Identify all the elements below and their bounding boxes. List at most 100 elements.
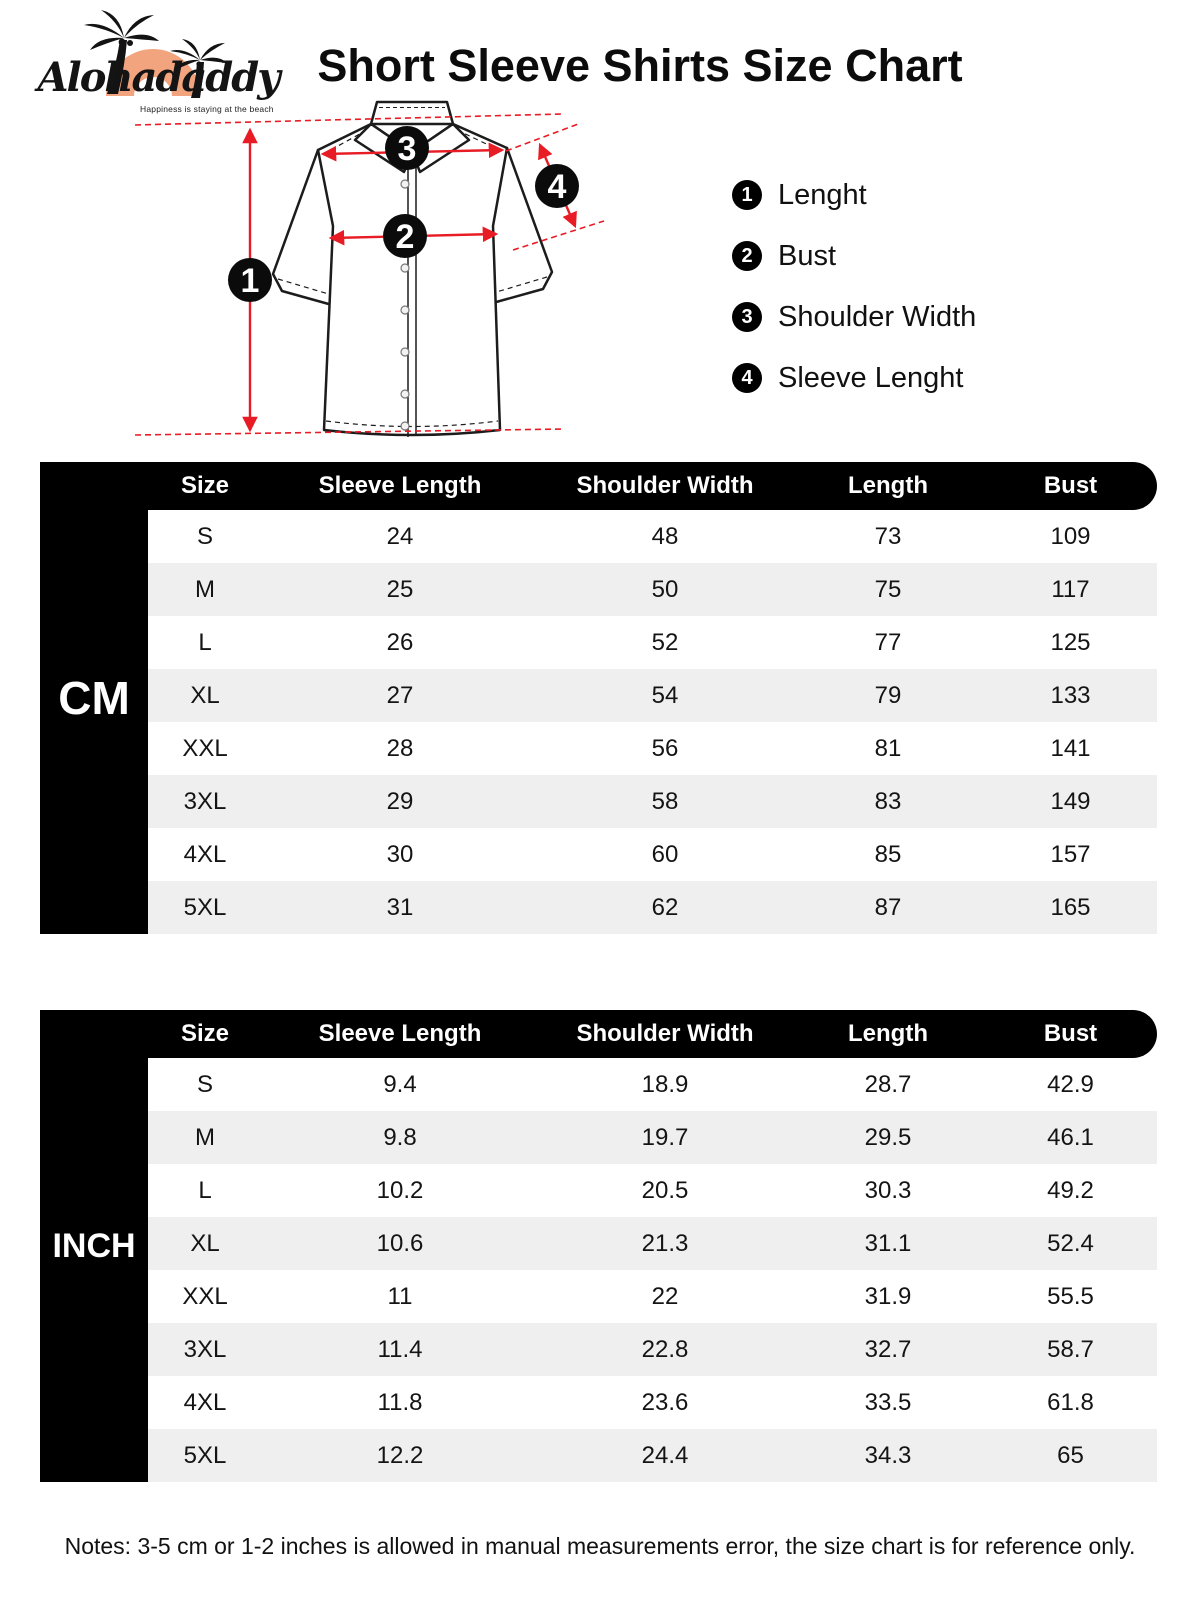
table-header-cm: Size Sleeve Length Shoulder Width Length… xyxy=(40,462,1157,510)
cell: 77 xyxy=(874,628,902,656)
cell: 48 xyxy=(651,522,679,550)
col-header-size: Size xyxy=(180,1020,230,1047)
cell: 30.3 xyxy=(864,1176,912,1204)
cell: 33.5 xyxy=(864,1388,912,1416)
legend-item-bust: 2 Bust xyxy=(732,239,976,272)
cell: 18.9 xyxy=(641,1070,689,1098)
marker-3-number: 3 xyxy=(398,130,417,168)
cell: M xyxy=(195,575,215,603)
cell: 60 xyxy=(651,840,679,868)
cell: M xyxy=(195,1123,215,1151)
legend-4-badge: 4 xyxy=(732,363,762,393)
measurement-lines xyxy=(134,113,605,436)
cell: 50 xyxy=(651,575,679,603)
legend-1-label: Lenght xyxy=(778,178,867,211)
cell: 75 xyxy=(874,575,902,603)
col-header-size: Size xyxy=(180,472,230,499)
legend-3-label: Shoulder Width xyxy=(778,300,977,333)
col-header-length: Length xyxy=(848,472,928,499)
col-header-length: Length xyxy=(848,1020,928,1047)
cell: 56 xyxy=(651,734,679,762)
cell: 20.5 xyxy=(641,1176,689,1204)
palm-tree-right-icon xyxy=(170,39,227,98)
cell: 81 xyxy=(874,734,902,762)
cell: 149 xyxy=(1050,787,1091,815)
cell: 54 xyxy=(651,681,679,709)
cell: 58 xyxy=(651,787,679,815)
cell: 133 xyxy=(1050,681,1091,709)
col-header-shoulder-width: Shoulder Width xyxy=(576,1020,754,1047)
table-body-inch: S 9.4 18.9 28.7 42.9 M 9.8 19.7 29.5 46.1 L 10.2 2… xyxy=(148,1058,1157,1482)
legend-2-label: Bust xyxy=(778,239,837,272)
legend-item-length: 1 Lenght xyxy=(732,178,976,211)
palm-tree-left-icon xyxy=(84,10,159,94)
cell: 73 xyxy=(874,522,902,550)
cell: 11.4 xyxy=(377,1335,423,1363)
cell: 28.7 xyxy=(864,1070,912,1098)
table-row: XXL 28 56 81 141 xyxy=(148,722,1157,775)
table-row: XL 10.6 21.3 31.1 52.4 xyxy=(148,1217,1157,1270)
brand-name: Alohadaddy xyxy=(37,54,281,101)
cell: 42.9 xyxy=(1047,1070,1094,1098)
table-row: XXL 11 22 31.9 55.5 xyxy=(148,1270,1157,1323)
table-row: 4XL 11.8 23.6 33.5 61.8 xyxy=(148,1376,1157,1429)
cell: 165 xyxy=(1050,893,1091,921)
cell: 49.2 xyxy=(1047,1176,1094,1204)
legend-3-badge: 3 xyxy=(732,302,762,332)
legend-1-badge: 1 xyxy=(732,180,762,210)
marker-2-circle xyxy=(383,214,427,258)
measurement-legend: 1 Lenght 2 Bust 3 Shoulder Width 4 Sleev… xyxy=(732,178,977,424)
marker-3-circle xyxy=(385,126,429,170)
cell: 28 xyxy=(386,734,414,762)
cell: 24 xyxy=(386,522,414,550)
legend-item-sleeve-length: 4 Sleeve Lenght xyxy=(732,362,976,394)
cell: 23.6 xyxy=(641,1388,689,1416)
sun-arch-shape xyxy=(106,49,200,96)
table-body-cm: S 24 48 73 109 M 25 50 75 117 L 26 52 77 125 XL 27 54 7… xyxy=(148,510,1157,934)
size-table-cm: CM Size Sleeve Length Shoulder Width Len… xyxy=(40,462,1157,934)
cell: 4XL xyxy=(183,840,227,868)
marker-1-circle xyxy=(228,258,272,302)
table-row: 4XL 30 60 85 157 xyxy=(148,828,1157,881)
table-row: 3XL 11.4 22.8 32.7 58.7 xyxy=(148,1323,1157,1376)
cell: 117 xyxy=(1051,575,1090,603)
col-header-bust: Bust xyxy=(1043,472,1098,499)
cell: 58.7 xyxy=(1047,1335,1094,1363)
table-row: 3XL 29 58 83 149 xyxy=(148,775,1157,828)
table-row: L 10.2 20.5 30.3 49.2 xyxy=(148,1164,1157,1217)
table-row: S 9.4 18.9 28.7 42.9 xyxy=(148,1058,1157,1111)
table-row: XL 27 54 79 133 xyxy=(148,669,1157,722)
col-header-bust: Bust xyxy=(1043,1020,1098,1047)
cell: 109 xyxy=(1050,522,1091,550)
cell: 62 xyxy=(651,893,679,921)
shirt-outline xyxy=(271,100,554,437)
cell: 46.1 xyxy=(1047,1123,1094,1151)
cell: 22.8 xyxy=(641,1335,689,1363)
cell: S xyxy=(196,1070,213,1098)
shirt-buttons xyxy=(400,179,410,431)
table-row: S 24 48 73 109 xyxy=(148,510,1157,563)
palm-sunset-icon xyxy=(84,10,227,98)
col-header-sleeve-length: Sleeve Length xyxy=(318,1020,482,1047)
table-row: M 25 50 75 117 xyxy=(148,563,1157,616)
cell: 141 xyxy=(1050,734,1091,762)
cell: 26 xyxy=(386,628,414,656)
brand-logo: Alohadaddy Happiness is staying at the b… xyxy=(28,8,288,118)
page-title: Short Sleeve Shirts Size Chart xyxy=(317,40,963,91)
cell: 31.9 xyxy=(864,1282,912,1310)
cell: 30 xyxy=(386,840,414,868)
cell: 24.4 xyxy=(641,1441,689,1469)
legend-2-badge: 2 xyxy=(732,241,762,271)
cell: 125 xyxy=(1050,628,1091,656)
table-header-inch: Size Sleeve Length Shoulder Width Length… xyxy=(40,1010,1157,1058)
marker-4-number: 4 xyxy=(548,168,567,206)
cell: 29.5 xyxy=(864,1123,912,1151)
cell: 31.1 xyxy=(864,1229,912,1257)
table-row: M 9.8 19.7 29.5 46.1 xyxy=(148,1111,1157,1164)
cell: 87 xyxy=(874,893,902,921)
cell: XL xyxy=(190,681,220,709)
cell: 21.3 xyxy=(641,1229,689,1257)
cell: 9.4 xyxy=(383,1070,417,1098)
col-header-shoulder-width: Shoulder Width xyxy=(576,472,754,499)
